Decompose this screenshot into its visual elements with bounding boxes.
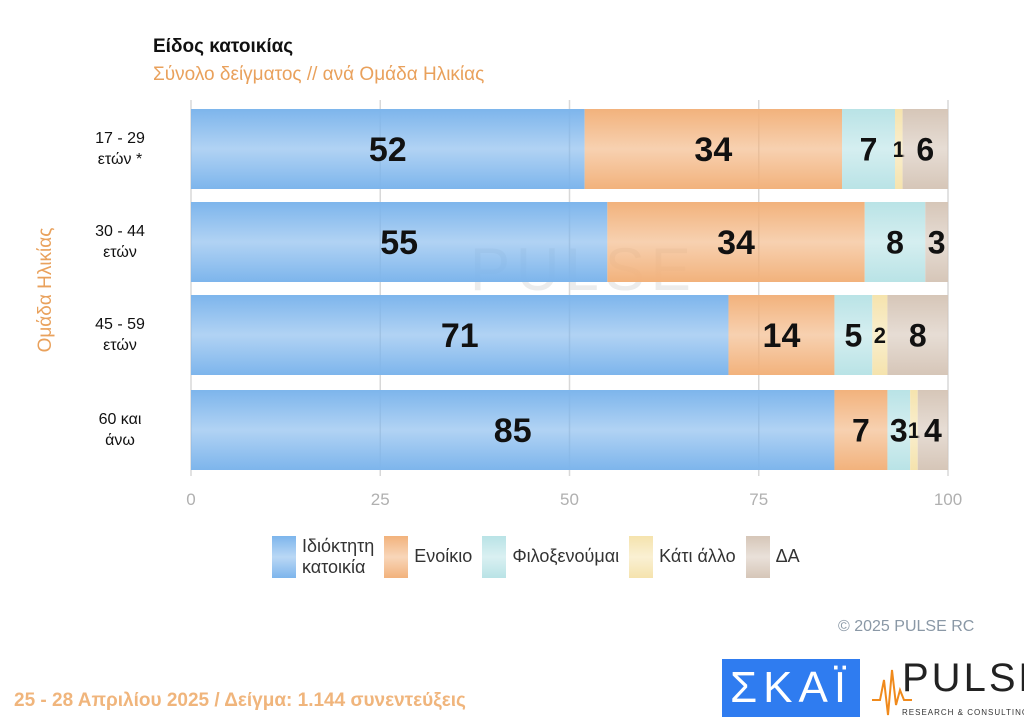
category-label: 17 - 29 ετών * — [95, 130, 145, 168]
data-label: 8 — [886, 225, 904, 261]
footer-note: 25 - 28 Απριλίου 2025 / Δείγμα: 1.144 συ… — [14, 690, 466, 711]
data-label: 7 — [860, 132, 878, 168]
data-label: 7 — [852, 413, 870, 449]
skai-logo: ΣΚΑΪ — [722, 659, 860, 717]
legend-label: Ιδιόκτητη κατοικία — [302, 536, 375, 577]
data-label: 52 — [369, 131, 407, 169]
data-label: 1 — [908, 418, 920, 443]
legend-label: Ενοίκιο — [414, 546, 473, 566]
bar-segment — [834, 295, 873, 375]
bar-segment — [728, 295, 835, 375]
legend-swatch — [629, 536, 654, 578]
legend-label: Κάτι άλλο — [659, 546, 736, 566]
data-label: 8 — [909, 318, 927, 354]
legend-item: ΔΑ — [745, 536, 800, 578]
bar-segment — [842, 109, 896, 189]
data-label: 6 — [916, 132, 934, 168]
legend-item: Ιδιόκτητη κατοικία — [272, 536, 374, 578]
bar-segment — [925, 202, 948, 282]
bar-segment — [191, 109, 585, 189]
bar-segment — [910, 390, 918, 470]
bar-segment — [864, 202, 926, 282]
x-tick-label: 100 — [934, 490, 962, 509]
pulse-logo: PULSE RESEARCH & CONSULTING — [872, 656, 1024, 722]
data-label: 34 — [717, 224, 755, 262]
legend-label: ΔΑ — [775, 546, 800, 566]
legend-item: Κάτι άλλο — [629, 536, 736, 578]
bar-segment — [191, 390, 835, 470]
bar-segment — [887, 390, 911, 470]
legend-label: Φιλοξενούμαι — [512, 546, 620, 566]
bar-segment — [872, 295, 888, 375]
category-label: 45 - 59 ετών — [95, 316, 145, 354]
data-label: 5 — [844, 318, 862, 354]
bar-segment — [917, 390, 948, 470]
bar-segment — [834, 390, 888, 470]
x-tick-label: 0 — [186, 490, 195, 509]
data-label: 4 — [924, 413, 942, 449]
legend-swatch — [384, 536, 409, 578]
legend-item: Φιλοξενούμαι — [482, 536, 619, 578]
bar-segment — [191, 295, 729, 375]
category-label: 60 και άνω — [98, 411, 142, 449]
bar-segment — [887, 295, 948, 375]
data-label: 3 — [928, 225, 946, 261]
bar-segment — [584, 109, 843, 189]
legend-swatch — [745, 536, 770, 578]
data-label: 2 — [874, 323, 886, 348]
category-label: 30 - 44 ετών — [95, 223, 145, 261]
legend-item: Ενοίκιο — [384, 536, 472, 578]
data-label: 3 — [890, 413, 908, 449]
data-label: 34 — [694, 131, 732, 169]
data-label: 71 — [441, 317, 479, 355]
data-label: 55 — [380, 224, 418, 262]
data-label: 85 — [494, 412, 532, 450]
data-label: 1 — [893, 137, 905, 162]
x-tick-label: 50 — [560, 490, 579, 509]
bar-segment — [607, 202, 865, 282]
legend-swatch — [482, 536, 507, 578]
bar-segment — [895, 109, 903, 189]
x-tick-label: 75 — [749, 490, 768, 509]
legend-swatch — [272, 536, 296, 578]
chart-subtitle: Σύνολο δείγματος // ανά Ομάδα Ηλικίας — [153, 64, 485, 85]
chart-title: Είδος κατοικίας — [153, 36, 294, 57]
x-tick-label: 25 — [371, 490, 390, 509]
legend: Ιδιόκτητη κατοικία Ενοίκιο Φιλοξενούμαι Κάτ… — [272, 536, 800, 578]
copyright: © 2025 PULSE RC — [838, 618, 975, 635]
bar-segment — [902, 109, 948, 189]
data-label: 14 — [763, 317, 801, 355]
bar-segment — [191, 202, 608, 282]
